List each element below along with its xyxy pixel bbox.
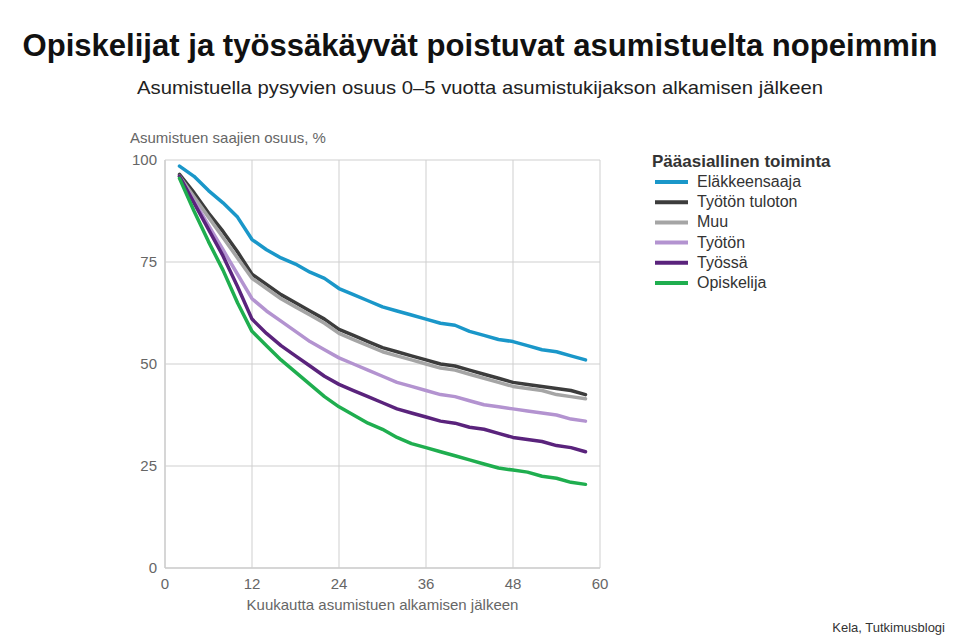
legend-label: Muu <box>697 213 728 230</box>
legend-label: Eläkkeensaaja <box>697 173 801 190</box>
legend-swatch <box>655 200 688 204</box>
legend-label: Työtön <box>697 234 745 251</box>
legend-swatch <box>655 241 688 245</box>
legend-title: Pääasiallinen toiminta <box>652 152 831 171</box>
series-line <box>180 176 586 421</box>
grid <box>165 160 600 568</box>
legend: Pääasiallinen toiminta Eläkkeensaaja Työtö… <box>652 152 831 291</box>
y-axis-line <box>165 160 166 568</box>
series-line <box>180 176 586 398</box>
title: Opiskelijat ja työssäkäyvät poistuvat as… <box>23 28 938 63</box>
x-tick-label: 12 <box>244 575 261 592</box>
x-axis-label: Kuukautta asumistuen alkamisen jälkeen <box>247 596 519 613</box>
y-tick-label: 75 <box>140 253 157 270</box>
x-tick-label: 36 <box>418 575 435 592</box>
x-tick-label: 0 <box>161 575 169 592</box>
y-grid-line <box>165 364 600 365</box>
series-line <box>180 176 586 451</box>
legend-label: Opiskelija <box>697 274 766 291</box>
y-tick-label: 100 <box>132 151 157 168</box>
y-grid-line <box>165 568 600 569</box>
chart: Opiskelijat ja työssäkäyvät poistuvat as… <box>0 0 960 640</box>
x-grid-line <box>339 160 340 568</box>
x-grid-line <box>513 160 514 568</box>
y-grid-line <box>165 466 600 467</box>
y-axis-label: Asumistuen saajien osuus, % <box>130 129 326 146</box>
subtitle: Asumistuella pysyvien osuus 0–5 vuotta a… <box>137 77 823 98</box>
y-tick-label: 0 <box>149 559 157 576</box>
x-grid-line <box>252 160 253 568</box>
y-tick-label: 25 <box>140 457 157 474</box>
legend-swatch <box>655 261 688 265</box>
source: Kela, Tutkimusblogi <box>832 620 945 635</box>
legend-label: Työtön tuloton <box>697 193 798 210</box>
legend-swatch <box>655 220 688 224</box>
x-tick-label: 60 <box>592 575 609 592</box>
legend-label: Työssä <box>697 254 748 271</box>
x-grid-line <box>600 160 601 568</box>
x-tick-label: 48 <box>505 575 522 592</box>
y-grid-line <box>165 160 600 161</box>
lines <box>180 166 586 484</box>
legend-swatch <box>655 180 688 184</box>
legend-swatch <box>655 281 688 285</box>
y-tick-label: 50 <box>140 355 157 372</box>
x-grid-line <box>165 160 166 568</box>
x-tick-label: 24 <box>331 575 348 592</box>
series-line <box>180 174 586 394</box>
series-line <box>180 178 586 484</box>
x-axis-line <box>165 568 600 569</box>
